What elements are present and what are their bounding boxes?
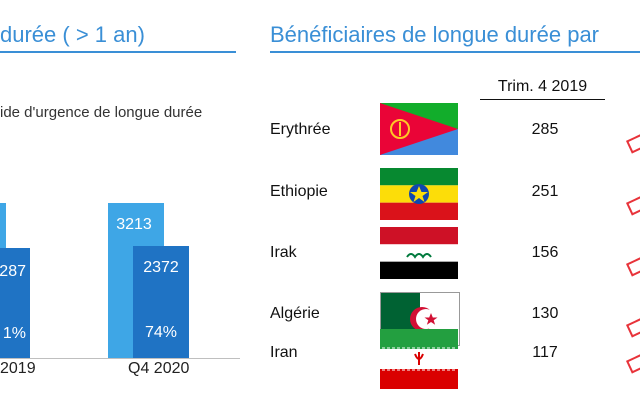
bar-2020-inner-value: 2372	[143, 259, 179, 276]
country-label: Irak	[270, 244, 297, 261]
quarter-label-prev: 2019	[0, 360, 36, 377]
iraq-flag-icon	[380, 227, 458, 279]
trend-arrow-icon	[625, 132, 640, 154]
bar-2020-inner	[133, 246, 189, 358]
bar-2020-outer-value: 3213	[116, 216, 152, 233]
trend-arrow-icon	[625, 194, 640, 216]
bar-prev-inner	[0, 248, 30, 358]
trend-arrow-icon	[625, 316, 640, 338]
chart-subtitle: ide d'urgence de longue durée	[0, 104, 203, 121]
quarter-label-2020: Q4 2020	[128, 360, 190, 377]
value-cell: 251	[531, 183, 559, 200]
bar-prev-inner-percent: 1%	[2, 325, 26, 342]
iran-flag-icon	[380, 329, 458, 389]
bar-prev-inner-value: 287	[0, 263, 26, 280]
value-cell: 285	[531, 121, 559, 138]
ethiopia-flag-icon	[380, 168, 458, 220]
trend-arrow-icon	[625, 255, 640, 277]
country-label: Ethiopie	[270, 183, 328, 200]
value-cell: 117	[532, 344, 558, 361]
left-title-rule	[0, 51, 236, 53]
value-cell: 156	[531, 244, 559, 261]
country-label: Iran	[270, 344, 298, 361]
country-label: Algérie	[270, 305, 320, 322]
bar-2020-inner-percent: 74%	[144, 324, 178, 341]
chart-baseline	[0, 358, 240, 359]
left-section-title: durée ( > 1 an)	[0, 22, 145, 47]
eritrea-flag-icon	[380, 103, 458, 155]
right-section-title: Bénéficiaires de longue durée par	[270, 22, 600, 47]
column-header-rule	[480, 99, 605, 100]
trend-arrow-icon	[625, 352, 640, 374]
column-header: Trim. 4 2019	[497, 78, 588, 95]
right-title-rule	[270, 51, 640, 53]
country-label: Erythrée	[270, 121, 331, 138]
value-cell: 130	[531, 305, 559, 322]
